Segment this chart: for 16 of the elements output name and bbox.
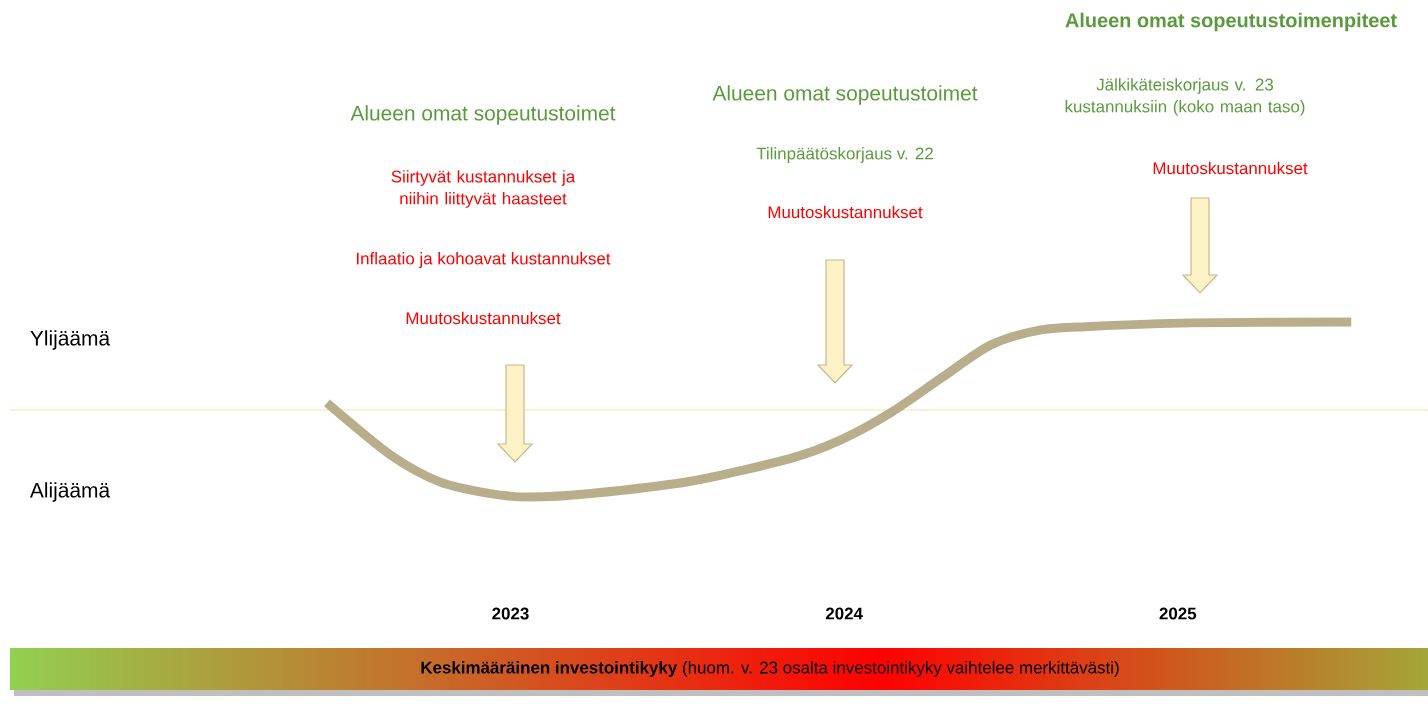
x-tick-label: 2025 <box>1159 607 1197 620</box>
annotation: Alijäämä <box>29 482 111 502</box>
text: Alueen omat sopeutustoimet <box>350 105 616 125</box>
annotation: Muutoskustannukset <box>406 311 561 325</box>
x-tick-label: 2024 <box>825 607 863 620</box>
text: Siirtyvät kustannukset ja niihin liittyvät haasteet <box>391 170 576 208</box>
text: Keskimääräinen investointikyky (huom. v. 23 osalta investointikyky vaihtelee merkittävästi) <box>421 661 1119 677</box>
x-tick-label: 2023 <box>492 607 529 620</box>
text: Muutoskustannukset <box>768 205 923 219</box>
text: Muutoskustannukset <box>1153 161 1308 175</box>
text: Inflaatio ja kohoavat kustannukset <box>356 252 611 268</box>
text: Alueen omat sopeutustoimet <box>712 85 978 105</box>
text: Alueen omat sopeutustoimenpiteet <box>1065 12 1397 32</box>
annotation: Ylijäämä <box>30 330 111 350</box>
text: Jälkikäteiskorjaus v. 23 kustannuksiin (koko maan taso) <box>1065 78 1305 116</box>
text: Tilinpäätöskorjaus v. 22 <box>756 147 933 163</box>
